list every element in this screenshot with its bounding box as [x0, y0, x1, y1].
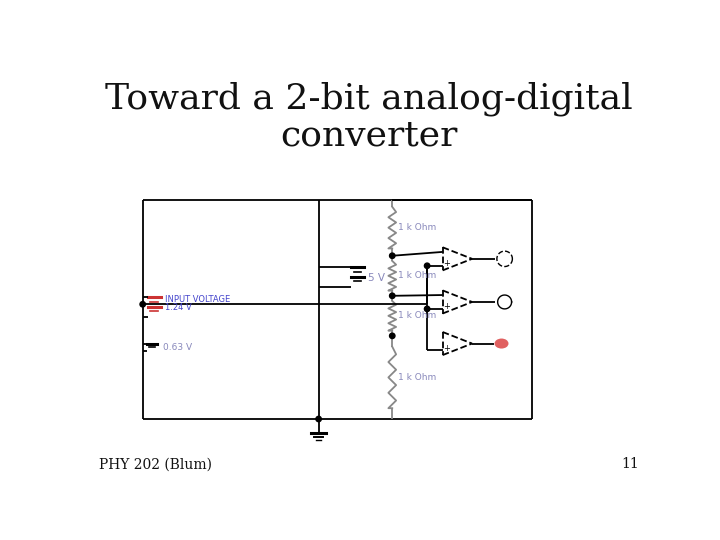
Text: 1 k Ohm: 1 k Ohm — [398, 271, 437, 280]
Text: 5 V: 5 V — [368, 273, 385, 283]
Text: 1 k Ohm: 1 k Ohm — [398, 373, 437, 382]
Text: 1 k Ohm: 1 k Ohm — [398, 223, 437, 232]
Circle shape — [424, 263, 430, 268]
Text: +: + — [443, 259, 450, 268]
Text: 1.24 V: 1.24 V — [165, 303, 192, 312]
Circle shape — [316, 416, 321, 422]
Text: 1 k Ohm: 1 k Ohm — [398, 312, 437, 320]
Circle shape — [390, 333, 395, 339]
Ellipse shape — [495, 339, 508, 348]
Circle shape — [390, 293, 395, 299]
Text: converter: converter — [280, 119, 458, 153]
Text: INPUT VOLTAGE: INPUT VOLTAGE — [165, 295, 230, 304]
Text: Toward a 2-bit analog-digital: Toward a 2-bit analog-digital — [105, 82, 633, 116]
Circle shape — [424, 306, 430, 312]
Text: 0.63 V: 0.63 V — [163, 343, 192, 352]
Text: 11: 11 — [621, 457, 639, 471]
Circle shape — [140, 301, 145, 307]
Text: +: + — [443, 302, 450, 311]
Text: PHY 202 (Blum): PHY 202 (Blum) — [99, 457, 212, 471]
Circle shape — [390, 253, 395, 259]
Text: +: + — [443, 343, 450, 353]
